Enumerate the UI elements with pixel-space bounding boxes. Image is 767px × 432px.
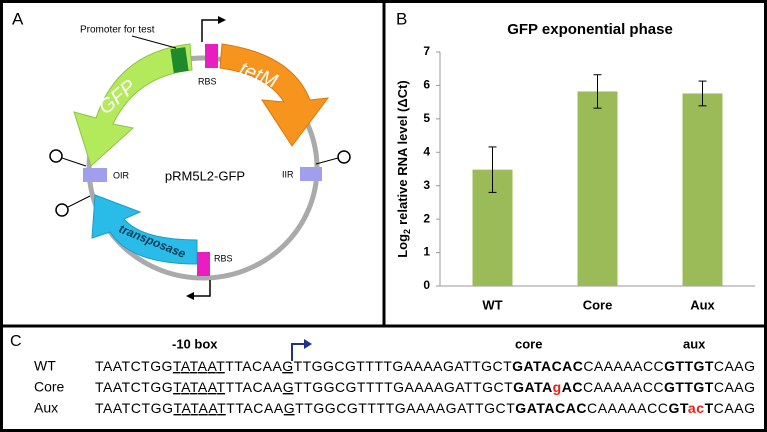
- sequence-segment: TATAAT: [173, 358, 225, 374]
- row-name: WT: [34, 358, 56, 374]
- row-name: Core: [34, 379, 65, 395]
- terminator: [337, 150, 351, 164]
- row-name: Aux: [34, 400, 58, 416]
- header: core: [515, 336, 542, 351]
- sequence-segment: GTTGT: [664, 358, 714, 374]
- sequence-segment: TATAAT: [173, 400, 226, 416]
- promoter-arrow: [201, 19, 220, 42]
- sequence-segment: CAAG: [714, 400, 755, 416]
- plasmid-name: pRM5L2-GFP: [165, 168, 245, 183]
- sequence-segment: CAAG: [714, 358, 755, 374]
- terminator: [315, 157, 339, 165]
- sequence-segment: TTACAA: [225, 358, 282, 374]
- x-tick-label: WT: [482, 297, 502, 312]
- y-tick-label: 2: [423, 211, 430, 225]
- rbs-box: [205, 44, 218, 68]
- rbs-label: RBS: [214, 253, 233, 263]
- y-axis-label: 2: [402, 229, 412, 234]
- rbs-label: RBS: [198, 76, 217, 86]
- sequence: TAATCTGGTATAATTTACAAGTTGGCGTTTTGAAAAGATT…: [95, 358, 755, 374]
- y-axis-label: relative RNA level (ΔCt): [395, 80, 410, 225]
- terminator: [61, 157, 87, 167]
- sequence-segment: g: [553, 379, 562, 395]
- sequence-segment: CAAAAACC: [583, 358, 663, 374]
- error-bar: [593, 74, 602, 109]
- sequence-segment: ac: [688, 400, 704, 416]
- sequence-segment: T: [705, 400, 714, 416]
- y-tick-label: 0: [423, 278, 430, 292]
- panel-c: C -10 box core aux WT TAATCTGGTATAATTTACA…: [10, 333, 755, 415]
- oir-box: [83, 168, 107, 182]
- y-tick-label: 1: [423, 245, 430, 259]
- y-axis-label: Log2 relative RNA level (ΔCt): [395, 80, 412, 258]
- terminator: [49, 149, 63, 163]
- oir-label: OIR: [113, 170, 130, 180]
- sequence-segment: TATAAT: [173, 379, 225, 395]
- header: -10 box: [172, 336, 218, 351]
- sequence-segment: GT: [668, 400, 688, 416]
- panel-label: A: [12, 9, 24, 28]
- y-axis-label: Log: [395, 234, 410, 258]
- sequence-segment: CAAG: [714, 379, 755, 395]
- sequence: TAATCTGGTATAATTTACAAGTTGGCGTTTTGAAAAGATT…: [95, 400, 755, 416]
- pointer: [131, 35, 177, 49]
- arrowhead: [218, 16, 226, 24]
- panel-a: A Promoter for test GFP tetM RBS OIR IIR…: [12, 9, 351, 300]
- sequence-segment: TAATCTGG: [95, 358, 172, 374]
- y-tick-label: 4: [423, 144, 430, 158]
- error-bar: [698, 80, 707, 107]
- transposase-gene: [91, 194, 198, 265]
- panel-label: C: [10, 333, 22, 350]
- bar: [577, 91, 618, 287]
- sequence-segment: TTGGCGTTTTGAAAAGATTGCT: [294, 358, 512, 374]
- promoter-label: Promoter for test: [80, 25, 155, 36]
- sequence-segment: TTGGCGTTTTGAAAAGATTGCT: [295, 400, 515, 416]
- sequence-segment: GATACAC: [515, 400, 586, 416]
- sequence-segment: TTGGCGTTTTGAAAAGATTGCT: [294, 379, 513, 395]
- sequence-segment: GTTGT: [664, 379, 714, 395]
- rbs-box: [197, 252, 210, 276]
- bar: [682, 93, 723, 286]
- tss-arrow: [291, 343, 306, 361]
- sequence-segment: G: [283, 379, 294, 395]
- gfp-gene: [73, 43, 193, 167]
- sequence-segment: G: [282, 358, 293, 374]
- y-tick-label: 7: [423, 44, 430, 58]
- sequence-segment: GATACAC: [512, 358, 583, 374]
- sequence: TAATCTGGTATAATTTACAAGTTGGCGTTTTGAAAAGATT…: [95, 379, 755, 395]
- iir-box: [300, 167, 322, 181]
- sequence-segment: CAAAAACC: [587, 400, 668, 416]
- error-bar: [488, 146, 497, 193]
- header: aux: [683, 336, 706, 351]
- sequence-segment: CAAAAACC: [583, 379, 663, 395]
- sequence-segment: TTACAA: [226, 400, 284, 416]
- sequence-segment: G: [284, 400, 295, 416]
- x-tick-label: Core: [583, 297, 613, 312]
- iir-label: IIR: [282, 169, 294, 179]
- promoter-arrow: [192, 280, 211, 297]
- y-tick-label: 6: [423, 78, 430, 92]
- y-tick-label: 3: [423, 178, 430, 192]
- arrowhead: [304, 339, 312, 349]
- chart-title: GFP exponential phase: [507, 21, 673, 38]
- tetm-gene: [219, 43, 330, 147]
- promoter-box: [170, 47, 189, 73]
- panel-label: B: [396, 9, 407, 28]
- terminator: [67, 195, 91, 208]
- panel-b: B GFP exponential phase Log2relative RNA…: [395, 9, 755, 312]
- sequence-segment: TAATCTGG: [95, 379, 173, 395]
- arrowhead: [186, 292, 194, 300]
- y-tick-label: 5: [423, 111, 430, 125]
- sequence-segment: AC: [562, 379, 583, 395]
- x-tick-label: Aux: [690, 297, 715, 312]
- terminator: [55, 203, 69, 217]
- sequence-segment: TAATCTGG: [95, 400, 173, 416]
- sequence-segment: TTACAA: [226, 379, 283, 395]
- sequence-segment: GATA: [513, 379, 552, 395]
